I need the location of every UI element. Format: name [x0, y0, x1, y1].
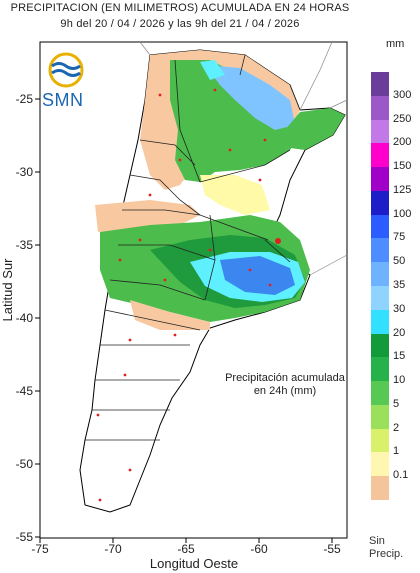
legend-label: 200 — [393, 136, 412, 149]
legend-swatch — [371, 238, 389, 263]
green-region-north — [170, 60, 300, 182]
y-tick-label: -45 — [16, 384, 34, 398]
x-tick-label: -65 — [177, 542, 195, 556]
legend-label: 2 — [393, 421, 400, 434]
y-axis-label: Latitud Sur — [0, 258, 15, 322]
map-title: PRECIPITACION (EN MILIMETROS) ACUMULADA … — [10, 2, 350, 14]
legend-label: 100 — [393, 207, 412, 220]
legend-label: 15 — [393, 350, 406, 363]
legend-label: 150 — [393, 160, 412, 173]
legend-label: 75 — [393, 231, 406, 244]
legend-swatch — [371, 309, 389, 335]
x-tick-label: -55 — [323, 542, 341, 556]
legend-label: 250 — [393, 112, 412, 125]
smn-logo-text: SMN — [42, 90, 84, 110]
y-tick-label: -30 — [16, 165, 34, 179]
province-borders — [85, 54, 301, 441]
map-annotation: Precipitación acumulada en 24h (mm) — [205, 372, 365, 398]
yellow-region-center — [200, 175, 270, 215]
legend-swatch — [371, 381, 389, 406]
legend-label: 5 — [393, 397, 400, 410]
legend-swatch — [371, 190, 389, 216]
cyan-region-north — [200, 60, 225, 80]
dry-region-south-pampas — [130, 300, 210, 330]
legend-swatch — [371, 119, 389, 144]
legend-swatch — [371, 357, 389, 382]
axis-ticks — [35, 98, 333, 543]
legend-swatch — [371, 428, 389, 453]
map-subtitle: 9h del 20 / 04 / 2026 y las 9h del 21 / … — [60, 18, 300, 30]
no-precip-label: Sin Precip. — [369, 535, 403, 561]
x-axis-label: Longitud Oeste — [150, 556, 238, 571]
y-tick-label: -40 — [16, 311, 34, 325]
highlight-marker — [275, 238, 281, 244]
x-tick-label: -60 — [250, 542, 268, 556]
x-tick-label: -70 — [104, 542, 122, 556]
legend-label: 125 — [393, 183, 412, 196]
legend-unit: mm — [386, 38, 405, 50]
legend-swatch — [371, 262, 389, 287]
x-tick-label: -75 — [31, 542, 49, 556]
legend-swatch — [371, 333, 389, 358]
station-markers — [96, 88, 272, 502]
legend-swatch — [371, 476, 389, 501]
no-precip-line-2: Precip. — [369, 548, 404, 560]
y-tick-label: -55 — [16, 530, 34, 544]
legend-label: 10 — [393, 374, 406, 387]
legend-label: 0.1 — [393, 469, 409, 482]
legend-swatch — [371, 95, 389, 121]
legend-label: 300 — [393, 88, 412, 101]
blue-region-buenos-aires — [220, 256, 295, 295]
legend-swatch — [371, 452, 389, 477]
country-borders — [139, 41, 348, 276]
legend-swatch — [371, 404, 389, 430]
y-tick-label: -35 — [16, 238, 34, 252]
legend-swatch — [371, 286, 389, 311]
legend-label: 35 — [393, 279, 406, 291]
legend-swatch — [371, 72, 389, 97]
y-tick-label: -25 — [16, 92, 34, 106]
legend-swatch — [371, 143, 389, 168]
blue-region-north — [205, 65, 295, 130]
x-tick-labels: -75 -70 -65 -60 -55 — [31, 542, 341, 556]
annotation-line-1: Precipitación acumulada — [225, 372, 345, 384]
annotation-line-2: en 24h (mm) — [253, 385, 317, 397]
legend-label: 30 — [393, 302, 406, 315]
no-precip-line-1: Sin — [369, 535, 385, 547]
legend-label: 50 — [393, 255, 406, 268]
legend-swatch — [371, 167, 389, 192]
y-tick-label: -50 — [16, 457, 34, 471]
legend-label: 1 — [393, 445, 400, 458]
legend-label: 20 — [393, 326, 406, 339]
green-region-mesopotamia — [285, 108, 345, 150]
smn-logo-icon — [48, 52, 84, 88]
y-tick-labels: -25 -30 -35 -40 -45 -50 -55 — [16, 92, 34, 544]
legend-swatch — [371, 214, 389, 239]
